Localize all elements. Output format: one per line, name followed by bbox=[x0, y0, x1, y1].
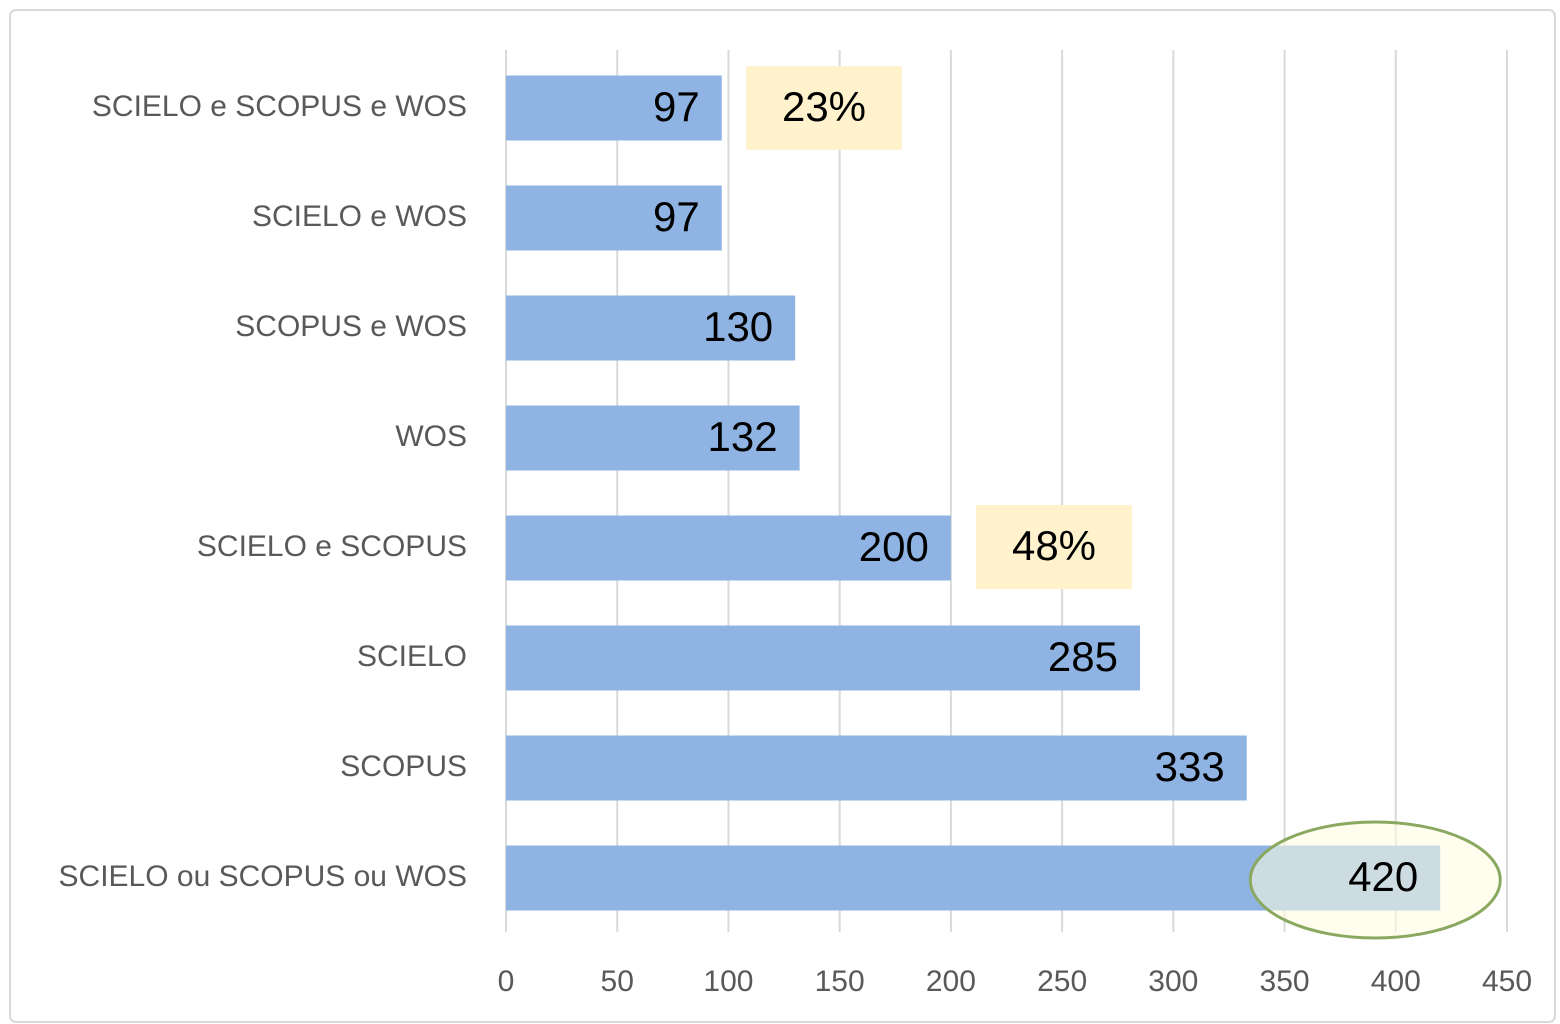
highlight-ellipse bbox=[1248, 820, 1502, 940]
value-label: 97 bbox=[653, 193, 700, 240]
grid: 0 50 100 150 200 250 300 350 400 450 bbox=[498, 50, 1532, 998]
bars: SCIELO e SCOPUS e WOS 97 SCIELO e WOS 97 SCO… bbox=[59, 75, 1502, 940]
value-label: 132 bbox=[708, 413, 778, 460]
x-tick-label: 100 bbox=[703, 965, 753, 998]
y-tick-label: SCIELO bbox=[357, 640, 467, 673]
y-tick-label: SCIELO ou SCOPUS ou WOS bbox=[59, 860, 467, 893]
bar bbox=[506, 295, 796, 361]
value-label: 333 bbox=[1155, 743, 1225, 790]
y-tick-label: SCIELO e WOS bbox=[252, 200, 467, 233]
y-tick-label: SCOPUS e WOS bbox=[235, 310, 467, 343]
value-label: 97 bbox=[653, 83, 700, 130]
x-tick-label: 400 bbox=[1371, 965, 1421, 998]
y-tick-label: SCIELO e SCOPUS bbox=[197, 530, 467, 563]
bar bbox=[506, 185, 722, 251]
value-label: 130 bbox=[703, 303, 773, 350]
y-tick-label: SCOPUS bbox=[340, 750, 467, 783]
x-tick-label: 250 bbox=[1037, 965, 1087, 998]
value-label: 285 bbox=[1048, 633, 1118, 680]
bar bbox=[506, 405, 800, 471]
y-tick-label: WOS bbox=[395, 420, 467, 453]
bar bbox=[506, 75, 722, 141]
bar bbox=[506, 625, 1140, 691]
annotation: 48% bbox=[1012, 522, 1096, 569]
x-tick-label: 150 bbox=[815, 965, 865, 998]
value-label: 200 bbox=[859, 523, 929, 570]
x-tick-label: 50 bbox=[601, 965, 634, 998]
annotation-box bbox=[976, 505, 1132, 589]
annotation: 23% bbox=[782, 83, 866, 130]
bar bbox=[506, 735, 1247, 801]
annotation-box bbox=[746, 66, 902, 150]
x-tick-label: 0 bbox=[498, 965, 515, 998]
x-tick-label: 450 bbox=[1482, 965, 1532, 998]
y-tick-label: SCIELO e SCOPUS e WOS bbox=[92, 90, 467, 123]
x-tick-label: 200 bbox=[926, 965, 976, 998]
value-label: 420 bbox=[1348, 853, 1418, 900]
x-tick-label: 350 bbox=[1260, 965, 1310, 998]
x-tick-label: 300 bbox=[1148, 965, 1198, 998]
bar bbox=[506, 515, 951, 581]
